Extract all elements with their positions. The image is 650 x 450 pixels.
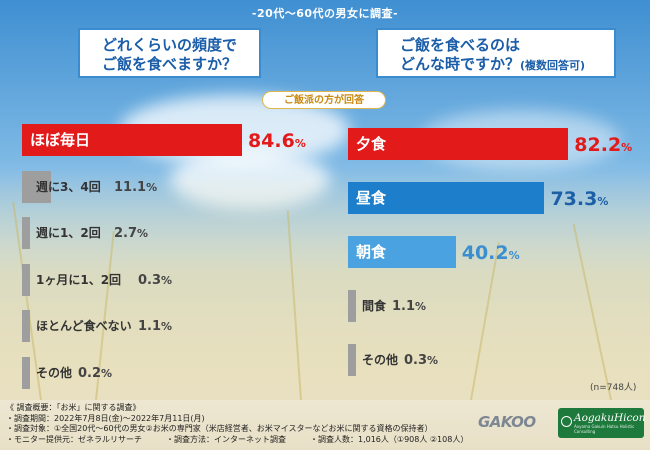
bar-value-label: 11.1% [114,179,158,195]
bar-value-label: 1.1% [392,299,427,314]
bar-row: ほぼ毎日 84.6% [22,124,322,156]
footnote-line: 《 調査概要：「お米」に関する調査》 [6,403,141,412]
bar [22,170,51,203]
bar [348,128,569,160]
bar-row: ほとんど食べない 1.1% [22,310,322,342]
footnote-line: ・調査対象：①全国20代～60代の男女②お米の専門家（米店経営者、お米マイスター… [6,424,433,433]
bar-row: 間食 1.1% [348,290,648,322]
bar [22,356,30,389]
bar [348,236,456,268]
question-1-line-1: どれくらいの頻度で [102,36,238,54]
bar-category-label: 週に3、4回 [36,179,101,194]
bar-row: 1ヶ月に1、2回 0.3% [22,263,322,296]
bar-category-label: 夕食 [356,135,387,153]
bar-row: 週に1、2回 2.7% [22,217,322,249]
bar-value-label: 0.3% [138,272,173,288]
gakoo-logo: GAKOO [478,413,536,431]
question-2-suffix: (複数回答可) [520,59,586,72]
bar-category-label: 間食 [362,299,387,313]
bar-row: その他 0.2% [22,356,322,389]
question-2-line-1: ご飯を食べるのは [400,36,521,54]
survey-title: -20代～60代の男女に調査- [251,7,399,20]
question-2-box: ご飯を食べるのは どんな時ですか？(複数回答可) [376,28,616,78]
bar-value-label: 0.2% [78,365,113,381]
bar-category-label: 昼食 [356,189,387,207]
bar-value-label: 82.2% [574,134,633,156]
bar [348,290,356,322]
sample-size-note: (n=748人) [590,383,637,393]
respondent-note: ご飯派の方が回答 [262,91,386,109]
bar-value-label: 1.1% [138,319,173,334]
aogaku-hicon-logo: AogakuHicon Aoyama Gakuin Hatsu Holistic… [558,408,646,438]
aogaku-logo-text: AogakuHicon [574,412,646,424]
aogaku-logo-subtext: Aoyama Gakuin Hatsu Holistic Consulting [574,424,635,434]
bar-value-label: 2.7% [114,226,149,241]
bar-value-label: 40.2% [461,242,520,264]
aogaku-emblem-icon [561,416,572,427]
bar-value-label: 84.6% [247,130,306,152]
bar-category-label: ほぼ毎日 [30,131,91,149]
bar-category-label: その他 [36,365,73,380]
footnote-line: ・モニター提供元：ゼネラルリサーチ ・調査方法：インターネット調査 ・調査人数：… [6,434,469,444]
bar [348,344,356,376]
bar [22,217,30,249]
bar [22,310,30,342]
bar-category-label: 朝食 [356,243,387,261]
bar-row: 週に3、4回 11.1% [22,170,322,203]
bar-value-label: 0.3% [404,353,439,368]
bar [348,182,545,214]
bar [22,124,242,156]
question-2-line-2: どんな時ですか？ [400,55,521,73]
bar-row: 昼食 73.3% [348,182,648,214]
bar-category-label: その他 [362,353,399,367]
bar [22,263,30,296]
bar-row: その他 0.3% [348,344,648,376]
bar-value-label: 73.3% [550,188,609,210]
footnote-line: ・調査期間：2022年7月8日(金)～2022年7月11日(月) [6,413,205,423]
question-1-box: どれくらいの頻度で ご飯を食べますか？ [78,28,261,78]
question-1-line-2: ご飯を食べますか？ [102,55,238,73]
bar-category-label: 1ヶ月に1、2回 [36,272,122,287]
bar-row: 夕食 82.2% [348,128,648,160]
bar-row: 朝食 40.2% [348,236,648,268]
bar-category-label: 週に1、2回 [36,226,101,240]
bar-category-label: ほとんど食べない [36,319,132,333]
survey-footnotes: 《 調査概要：「お米」に関する調査》 ・調査期間：2022年7月8日(金)～20… [6,403,468,445]
